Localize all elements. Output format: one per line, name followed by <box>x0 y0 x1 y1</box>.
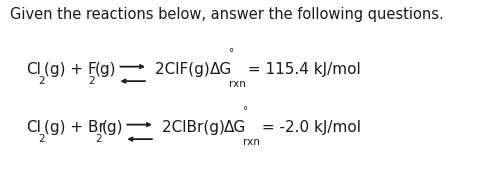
Text: 2: 2 <box>38 134 45 144</box>
Text: 2: 2 <box>96 134 102 144</box>
Text: rxn: rxn <box>229 79 246 89</box>
Text: Given the reactions below, answer the following questions.: Given the reactions below, answer the fo… <box>10 7 443 22</box>
Text: 2: 2 <box>89 76 95 86</box>
Text: Cl: Cl <box>26 62 41 77</box>
Text: (g) + Br: (g) + Br <box>44 120 105 135</box>
Text: °: ° <box>229 48 234 58</box>
Text: ΔG: ΔG <box>210 62 232 77</box>
Text: 2: 2 <box>89 76 95 86</box>
Text: = -2.0 kJ/mol: = -2.0 kJ/mol <box>257 120 361 135</box>
Text: = 115.4 kJ/mol: = 115.4 kJ/mol <box>243 62 361 77</box>
Text: 2: 2 <box>38 76 45 86</box>
Text: (g) + F: (g) + F <box>44 62 97 77</box>
Text: (g): (g) <box>94 62 116 77</box>
Text: 2ClF(g): 2ClF(g) <box>155 62 220 77</box>
Text: 2: 2 <box>96 134 102 144</box>
Text: rxn: rxn <box>243 137 260 146</box>
Text: Cl: Cl <box>26 120 41 135</box>
Text: 2: 2 <box>38 76 45 86</box>
Text: rxn: rxn <box>229 79 246 89</box>
Text: °: ° <box>243 106 248 116</box>
Text: 2ClBr(g): 2ClBr(g) <box>162 120 235 135</box>
Text: ΔG: ΔG <box>224 120 246 135</box>
Text: (g): (g) <box>101 120 123 135</box>
Text: 2: 2 <box>38 134 45 144</box>
Text: rxn: rxn <box>243 137 260 146</box>
